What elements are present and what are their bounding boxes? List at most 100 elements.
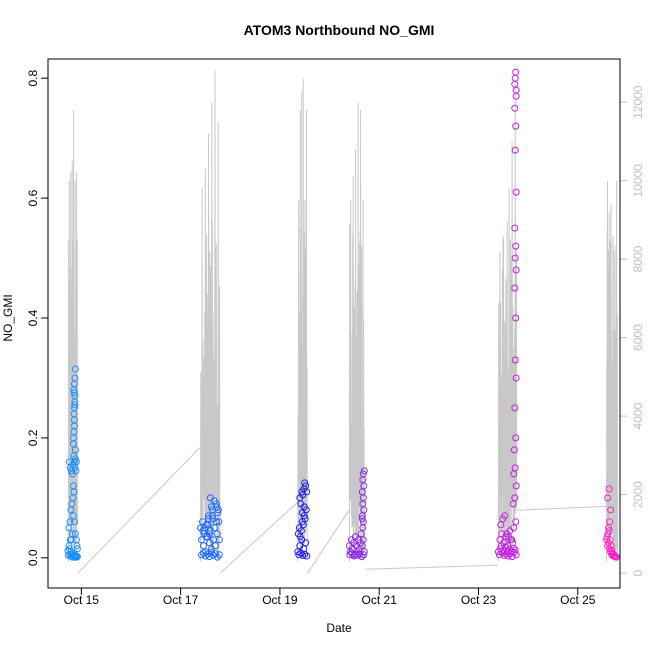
data-point bbox=[70, 428, 78, 436]
x-tick-label: Oct 17 bbox=[163, 593, 199, 607]
data-point bbox=[510, 446, 518, 454]
data-point bbox=[201, 524, 208, 532]
series-2 bbox=[294, 479, 311, 560]
data-point bbox=[511, 104, 519, 112]
data-point bbox=[511, 404, 519, 412]
data-point bbox=[511, 80, 519, 88]
data-point bbox=[71, 401, 79, 409]
y2-tick-label: 2000 bbox=[631, 481, 645, 508]
data-point bbox=[215, 551, 223, 559]
series-4 bbox=[494, 68, 520, 561]
data-point bbox=[511, 284, 519, 292]
data-point bbox=[71, 464, 79, 472]
data-point bbox=[512, 242, 520, 250]
data-point bbox=[71, 446, 79, 454]
data-point bbox=[358, 553, 366, 561]
x-axis-label: Date bbox=[326, 621, 352, 635]
data-point bbox=[509, 539, 517, 547]
data-point bbox=[510, 470, 518, 478]
x-tick-label: Oct 19 bbox=[262, 593, 298, 607]
altitude-line-layer bbox=[67, 70, 618, 574]
series-1 bbox=[197, 494, 223, 561]
data-point bbox=[605, 485, 613, 493]
y-tick-label: 0.8 bbox=[26, 70, 40, 87]
data-point bbox=[302, 539, 310, 547]
data-point bbox=[512, 188, 520, 196]
data-point bbox=[301, 515, 309, 523]
data-point bbox=[502, 533, 510, 541]
data-point bbox=[70, 404, 78, 412]
y2-tick-label: 8000 bbox=[631, 245, 645, 272]
data-point bbox=[211, 542, 219, 550]
chart-title: ATOM3 Northbound NO_GMI bbox=[244, 22, 435, 38]
data-point bbox=[604, 494, 612, 502]
data-point bbox=[504, 542, 512, 550]
x-tick-label: Oct 15 bbox=[64, 593, 100, 607]
data-point bbox=[512, 314, 520, 322]
data-point bbox=[205, 553, 213, 561]
series-3 bbox=[345, 467, 368, 561]
data-point bbox=[359, 536, 367, 544]
data-point bbox=[69, 512, 77, 520]
data-point bbox=[205, 530, 213, 538]
data-point bbox=[359, 470, 367, 478]
data-point bbox=[210, 497, 218, 505]
data-point bbox=[301, 479, 309, 487]
data-point bbox=[512, 551, 520, 559]
data-point bbox=[70, 389, 78, 397]
data-point bbox=[512, 266, 520, 274]
x-tick-label: Oct 23 bbox=[461, 593, 497, 607]
data-point bbox=[71, 374, 79, 382]
data-point bbox=[65, 524, 73, 532]
data-point bbox=[72, 467, 80, 475]
data-point bbox=[611, 553, 619, 561]
data-point bbox=[607, 542, 615, 550]
data-point bbox=[300, 503, 308, 511]
data-point bbox=[202, 552, 209, 560]
data-point bbox=[211, 550, 219, 558]
y-axis-label: NO_GMI bbox=[1, 294, 15, 341]
y2-tick-label: 10000 bbox=[631, 164, 645, 198]
series-5 bbox=[603, 485, 620, 561]
x-tick-label: Oct 21 bbox=[362, 593, 398, 607]
data-point bbox=[510, 524, 518, 532]
data-point bbox=[512, 86, 520, 94]
data-point bbox=[198, 536, 205, 544]
data-point bbox=[607, 506, 615, 514]
data-point bbox=[512, 92, 520, 100]
data-point bbox=[215, 536, 223, 544]
data-point bbox=[511, 546, 519, 554]
data-point bbox=[200, 542, 207, 550]
data-point bbox=[70, 416, 78, 424]
data-point bbox=[303, 552, 311, 560]
data-point bbox=[360, 467, 368, 475]
data-point bbox=[360, 551, 368, 559]
data-point bbox=[606, 518, 614, 526]
data-point bbox=[69, 440, 77, 448]
data-point bbox=[71, 365, 79, 373]
plot-frame bbox=[47, 58, 621, 589]
data-point bbox=[213, 503, 221, 511]
altitude-trace bbox=[67, 70, 618, 574]
data-point bbox=[303, 488, 311, 496]
y-tick-label: 0.6 bbox=[26, 189, 40, 206]
data-point bbox=[508, 553, 516, 561]
x-tick-label: Oct 25 bbox=[560, 593, 596, 607]
data-point bbox=[509, 500, 517, 508]
data-point bbox=[512, 68, 520, 76]
y2-tick-label: 4000 bbox=[631, 402, 645, 429]
data-point bbox=[511, 356, 519, 364]
y2-tick-label: 0 bbox=[631, 569, 645, 576]
data-point bbox=[512, 374, 520, 382]
data-point bbox=[299, 521, 307, 529]
data-point bbox=[350, 552, 358, 560]
series-0 bbox=[64, 365, 81, 561]
data-point bbox=[204, 512, 212, 520]
data-points-layer bbox=[64, 68, 620, 561]
data-point bbox=[297, 527, 305, 535]
data-point bbox=[512, 434, 520, 442]
y-tick-label: 0.4 bbox=[26, 309, 40, 326]
data-point bbox=[298, 509, 306, 517]
data-point bbox=[511, 74, 519, 82]
